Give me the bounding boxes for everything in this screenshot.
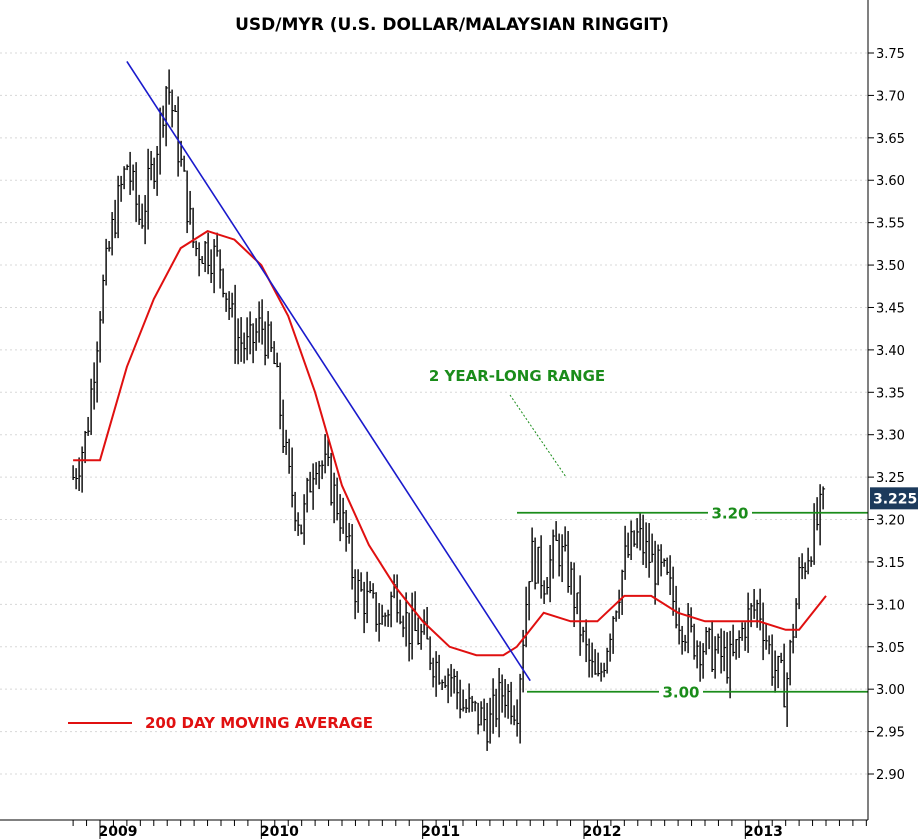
resistance-label-background [708, 502, 752, 523]
chart-title: USD/MYR (U.S. DOLLAR/MALAYSIAN RINGGIT) [235, 15, 669, 35]
y-tick-label: 3.55 [876, 217, 905, 232]
x-tick-label: 2010 [260, 824, 299, 839]
y-tick-label: 3.70 [876, 89, 905, 104]
range-annotation-pointer [509, 394, 567, 478]
price-series [72, 69, 826, 751]
last-value-box [870, 487, 918, 510]
x-tick-label: 2013 [744, 824, 783, 839]
y-tick-label: 3.15 [876, 556, 905, 571]
y-tick-label: 3.30 [876, 429, 905, 444]
x-tick-label: 2011 [421, 824, 460, 839]
y-tick-label: 3.40 [876, 344, 905, 359]
y-axis-ticks: 3.75 3.70 3.65 3.60 3.55 3.50 3.45 3.40 3.35 3.30… [868, 47, 905, 783]
y-tick-label: 3.35 [876, 386, 905, 401]
x-tick-label: 2012 [583, 824, 622, 839]
y-tick-label: 3.10 [876, 598, 905, 613]
y-tick-label: 3.65 [876, 132, 905, 147]
y-tick-label: 2.90 [876, 768, 905, 783]
last-value-label: 3.225 [873, 491, 917, 507]
resistance-label: 3.20 [711, 505, 748, 523]
range-annotation: 2 YEAR-LONG RANGE [429, 367, 605, 385]
y-tick-label: 3.60 [876, 174, 905, 189]
downtrend-line [126, 61, 531, 682]
legend-label: 200 DAY MOVING AVERAGE [145, 714, 373, 732]
y-tick-label: 3.05 [876, 641, 905, 656]
y-tick-label: 3.75 [876, 47, 905, 62]
y-tick-label: 3.00 [876, 683, 905, 698]
y-tick-label: 3.45 [876, 301, 905, 316]
y-tick-label: 2.95 [876, 726, 905, 741]
support-label-background [659, 681, 703, 702]
x-axis-ticks: 2009 2010 2011 2012 2013 [72, 820, 867, 839]
x-tick-label: 2009 [99, 824, 138, 839]
y-tick-label: 3.20 [876, 514, 905, 529]
y-tick-label: 3.50 [876, 259, 905, 274]
y-tick-label: 3.25 [876, 471, 905, 486]
moving-average-line [73, 230, 827, 657]
support-label: 3.00 [662, 684, 699, 702]
